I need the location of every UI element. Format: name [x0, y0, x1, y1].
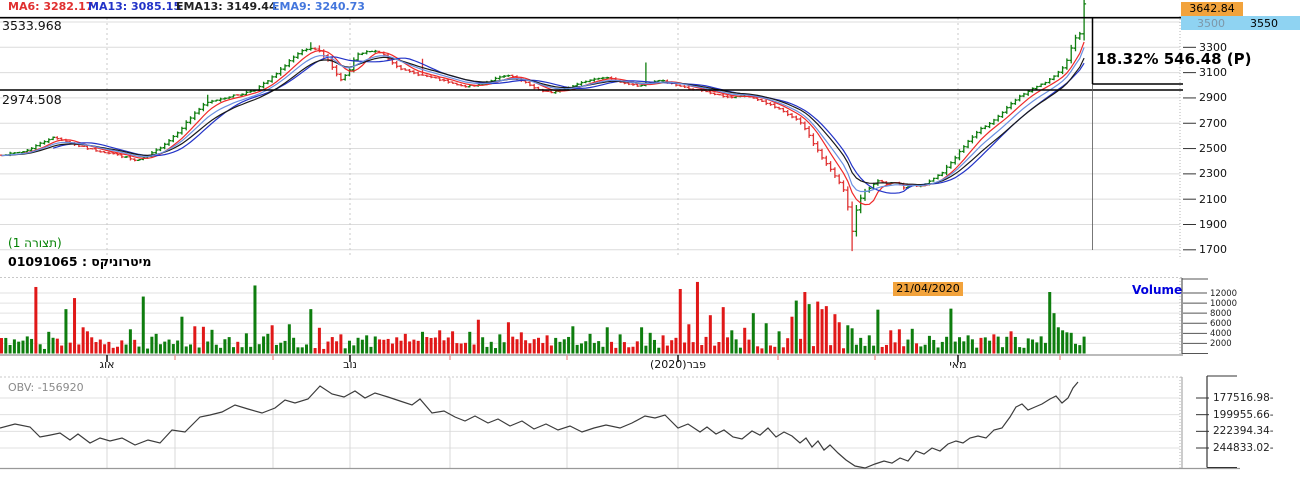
volume-panel-label: Volume: [1132, 283, 1183, 297]
obv-axis-tick-label: 177516.98-: [1213, 392, 1274, 404]
x-axis-month-label: פבר(2020): [649, 357, 707, 371]
price-axis-tick-label: 3300: [1199, 40, 1227, 54]
obv-axis-tick-label: 199955.66-: [1213, 408, 1274, 421]
lower-level-label: 2974.508: [2, 92, 62, 107]
obv-value-label: OBV: -156920: [8, 381, 84, 394]
x-axis-month-label: אוג: [99, 357, 115, 371]
price-axis-tick-label: 2300: [1199, 167, 1227, 181]
volume-axis-tick-label: 4000: [1210, 328, 1232, 339]
price-axis-tick-label: 2100: [1199, 192, 1227, 206]
volume-axis-tick-label: 12000: [1210, 288, 1238, 299]
price-axis-tick-label: 2900: [1199, 91, 1227, 105]
alert-price-value: 3550: [1250, 17, 1278, 30]
price-axis-tick-label: 2700: [1199, 116, 1227, 130]
price-axis-tick-label: 1900: [1199, 217, 1227, 231]
volume-axis-tick-label: 2000: [1210, 338, 1232, 349]
price-axis-tick-label: 3100: [1199, 66, 1227, 80]
configuration-label: (תצורה 1): [8, 236, 62, 250]
price-axis-tick-label: 2500: [1199, 142, 1227, 156]
volume-axis-tick-label: 10000: [1210, 298, 1238, 309]
obv-axis-tick-label: 244833.02-: [1213, 441, 1274, 454]
last-price-tag[interactable]: 3642.84: [1181, 2, 1243, 16]
ema13-indicator-label: EMA13: 3149.44: [176, 0, 277, 13]
volume-axis-tick-label: 6000: [1210, 318, 1232, 329]
measure-annotation: 18.32% 546.48 (P): [1096, 50, 1252, 68]
x-axis-month-label: מאי: [949, 357, 967, 371]
upper-level-label: 3533.968: [2, 18, 62, 33]
covered-axis-tick: 3500: [1197, 17, 1225, 30]
date-cursor-tag[interactable]: 21/04/2020: [893, 282, 963, 296]
alert-price-band[interactable]: 3500 3550: [1181, 16, 1300, 30]
volume-axis-tick-label: 8000: [1210, 308, 1232, 319]
ma6-indicator-label: MA6: 3282.17: [8, 0, 94, 13]
x-axis-month-label: נוב: [343, 357, 357, 371]
price-axis-tick-label: 1700: [1199, 243, 1227, 257]
ema9-indicator-label: EMA9: 3240.73: [272, 0, 365, 13]
obv-axis-tick-label: 222394.34-: [1213, 425, 1274, 438]
symbol-name-label: מיטרוניקס : 01091065: [8, 254, 152, 269]
ma13-indicator-label: MA13: 3085.15: [88, 0, 182, 13]
